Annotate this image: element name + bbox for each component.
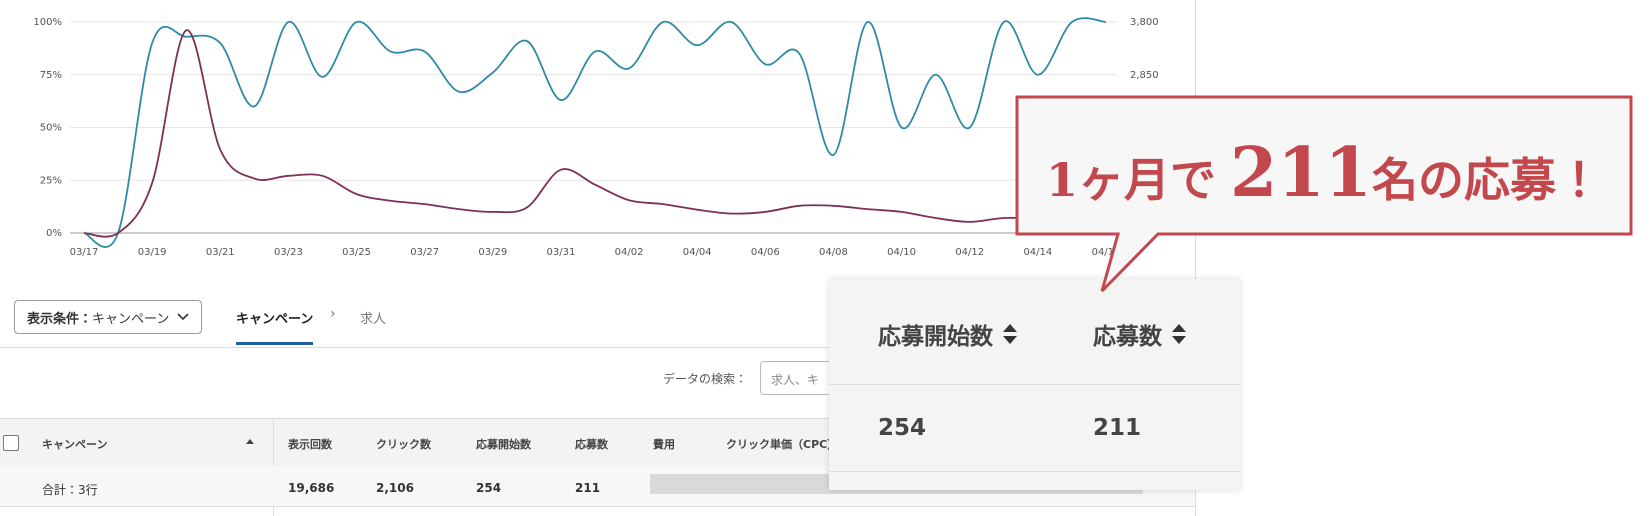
- x-tick-label: 03/25: [342, 247, 371, 258]
- x-tick-label: 04/16: [1092, 247, 1121, 258]
- zoom-header: 応募数: [1093, 317, 1188, 351]
- sort-icon: [1003, 324, 1017, 344]
- x-tick-label: 04/04: [683, 247, 712, 258]
- x-tick-label: 03/17: [70, 247, 99, 258]
- x-tick-label: 04/10: [887, 247, 916, 258]
- x-tick-label: 04/14: [1023, 247, 1052, 258]
- chart: 0% 25% 50% 75% 100% 2,850 3,800 03/17 03/19 03/21…: [33, 17, 1159, 258]
- tab-divider: [0, 347, 1195, 348]
- callout-suffix: 名の応募！: [1372, 153, 1602, 207]
- search-placeholder: 求人、キ: [771, 373, 820, 387]
- sort-icon: [246, 439, 254, 444]
- tab[interactable]: キャンペーン: [236, 312, 314, 327]
- column-header[interactable]: 応募開始数: [476, 438, 531, 451]
- column-header[interactable]: 応募数: [575, 438, 608, 451]
- column-header[interactable]: クリック単価（CPC）: [726, 438, 839, 451]
- x-tick-label: 04/02: [615, 247, 644, 258]
- table-cell: 合計：3行: [42, 483, 98, 497]
- callout-number: 211: [1230, 133, 1372, 213]
- x-tick-label: 04/12: [955, 247, 984, 258]
- filter-value: キャンペーン: [92, 311, 170, 327]
- zoom-value: 211: [1093, 415, 1142, 441]
- zoom-divider: [829, 384, 1240, 385]
- y-tick-label: 75%: [40, 70, 62, 81]
- tab[interactable]: 求人: [360, 312, 387, 327]
- search-label: データの検索：: [663, 372, 748, 386]
- zoom-header-text: 応募数: [1093, 324, 1162, 350]
- x-tick-label: 03/23: [274, 247, 303, 258]
- y2-tick-label: 3,800: [1130, 17, 1159, 28]
- filter-label: 表示条件：: [27, 311, 93, 327]
- zoom-value: 254: [878, 415, 927, 441]
- y-tick-label: 100%: [33, 17, 62, 28]
- x-tick-label: 03/29: [478, 247, 507, 258]
- filter-dropdown[interactable]: 表示条件： キャンペーン: [14, 300, 202, 334]
- table-cell: 211: [575, 481, 601, 495]
- zoom-header: 応募開始数: [878, 317, 1019, 351]
- zoom-header-text: 応募開始数: [878, 324, 993, 350]
- line-series: [83, 29, 1107, 238]
- table-cell: 19,686: [288, 481, 335, 495]
- column-header[interactable]: キャンペーン: [42, 438, 108, 451]
- column-header[interactable]: 表示回数: [288, 438, 332, 451]
- x-tick-label: 03/19: [138, 247, 167, 258]
- table-cell: 254: [476, 481, 502, 495]
- row-checkbox[interactable]: [3, 435, 19, 451]
- chevron-icon: [177, 313, 189, 321]
- tab-underline: [236, 342, 313, 345]
- zoom-divider: [829, 471, 1240, 472]
- y-tick-label: 0%: [46, 228, 62, 239]
- y2-tick-label: 2,850: [1130, 70, 1159, 81]
- column-header[interactable]: 費用: [653, 438, 675, 451]
- y-tick-label: 25%: [40, 175, 62, 186]
- y-tick-label: 50%: [40, 123, 62, 134]
- zoom-panel: 応募開始数 応募数 254 211: [829, 279, 1240, 490]
- sort-icon: [1172, 324, 1186, 344]
- table-cell: 2,106: [376, 481, 414, 495]
- x-tick-label: 04/08: [819, 247, 848, 258]
- breadcrumb-separator: ›: [330, 306, 336, 322]
- x-tick-label: 04/06: [751, 247, 780, 258]
- x-tick-label: 03/27: [410, 247, 439, 258]
- column-header[interactable]: クリック数: [376, 438, 431, 451]
- x-tick-label: 03/31: [547, 247, 576, 258]
- x-tick-label: 03/21: [206, 247, 235, 258]
- line-series: [83, 17, 1107, 248]
